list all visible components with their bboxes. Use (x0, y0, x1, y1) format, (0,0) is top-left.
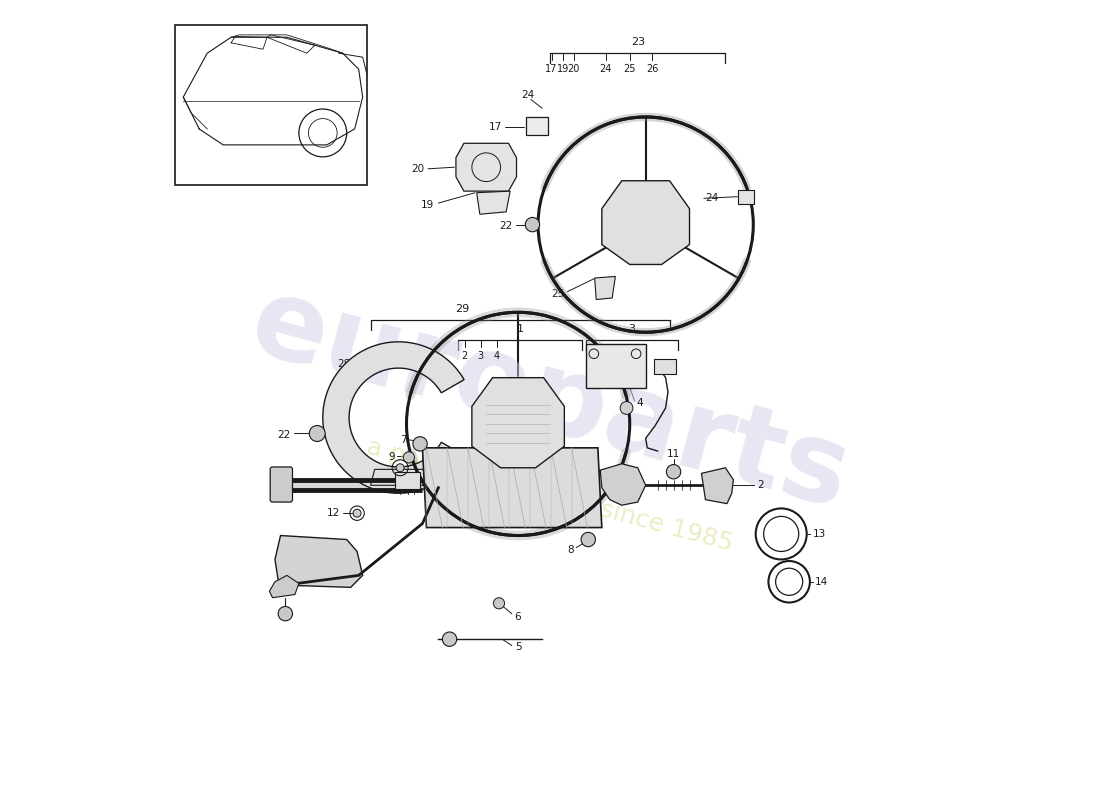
Text: 2: 2 (462, 351, 468, 361)
Circle shape (620, 402, 632, 414)
Text: 28: 28 (338, 359, 351, 369)
Text: 9: 9 (388, 452, 395, 462)
Text: 27: 27 (376, 476, 389, 486)
Text: 17: 17 (488, 122, 503, 131)
Text: europarts: europarts (240, 269, 860, 531)
Polygon shape (602, 181, 690, 265)
Text: 26: 26 (653, 359, 667, 369)
FancyBboxPatch shape (738, 190, 755, 204)
Text: 14: 14 (815, 577, 828, 586)
Text: 6: 6 (514, 612, 520, 622)
Circle shape (581, 532, 595, 546)
Circle shape (404, 452, 415, 463)
Circle shape (396, 464, 404, 472)
Polygon shape (371, 470, 450, 486)
Text: 12: 12 (327, 508, 340, 518)
Circle shape (494, 598, 505, 609)
Text: 20: 20 (411, 164, 424, 174)
Text: •: • (536, 122, 539, 129)
Polygon shape (422, 448, 602, 527)
Text: 8: 8 (568, 545, 574, 555)
Text: 7: 7 (400, 435, 407, 445)
Circle shape (442, 632, 456, 646)
Text: 5: 5 (515, 642, 521, 652)
Polygon shape (595, 277, 615, 299)
Text: 24: 24 (600, 64, 612, 74)
Text: 3: 3 (628, 324, 635, 334)
Text: 19: 19 (421, 200, 434, 210)
Text: 10: 10 (366, 464, 379, 474)
Polygon shape (702, 468, 734, 504)
Text: 2: 2 (757, 480, 763, 490)
Circle shape (353, 510, 361, 517)
Text: a passion for parts since 1985: a passion for parts since 1985 (364, 435, 736, 556)
Circle shape (526, 218, 540, 232)
FancyBboxPatch shape (395, 472, 420, 490)
Text: 13: 13 (813, 529, 826, 539)
FancyBboxPatch shape (586, 344, 646, 388)
Text: 22: 22 (499, 222, 513, 231)
Circle shape (667, 465, 681, 479)
Circle shape (278, 606, 293, 621)
Text: 26: 26 (646, 64, 658, 74)
Circle shape (309, 426, 326, 442)
Polygon shape (601, 464, 646, 506)
FancyBboxPatch shape (271, 467, 293, 502)
Text: 23: 23 (630, 37, 645, 47)
FancyBboxPatch shape (526, 117, 549, 134)
Text: 4: 4 (494, 351, 499, 361)
Text: 11: 11 (667, 450, 680, 459)
Text: 4: 4 (636, 398, 642, 408)
Text: 25: 25 (551, 289, 564, 299)
Circle shape (412, 437, 427, 451)
Polygon shape (455, 143, 517, 191)
FancyBboxPatch shape (653, 359, 676, 374)
Polygon shape (472, 378, 564, 468)
Text: 20: 20 (568, 64, 580, 74)
Bar (175, 26, 366, 185)
Polygon shape (270, 575, 299, 598)
Text: 17: 17 (546, 64, 558, 74)
Text: 3: 3 (477, 351, 484, 361)
Polygon shape (476, 191, 510, 214)
Text: 1: 1 (517, 324, 524, 334)
Text: 19: 19 (557, 64, 569, 74)
Text: oo: oo (513, 411, 524, 421)
Text: 24: 24 (521, 90, 535, 101)
Text: 24: 24 (705, 194, 718, 203)
Polygon shape (275, 535, 363, 587)
Text: 22: 22 (277, 430, 290, 440)
Polygon shape (322, 342, 464, 494)
Text: 29: 29 (455, 304, 470, 314)
Text: 25: 25 (624, 64, 636, 74)
